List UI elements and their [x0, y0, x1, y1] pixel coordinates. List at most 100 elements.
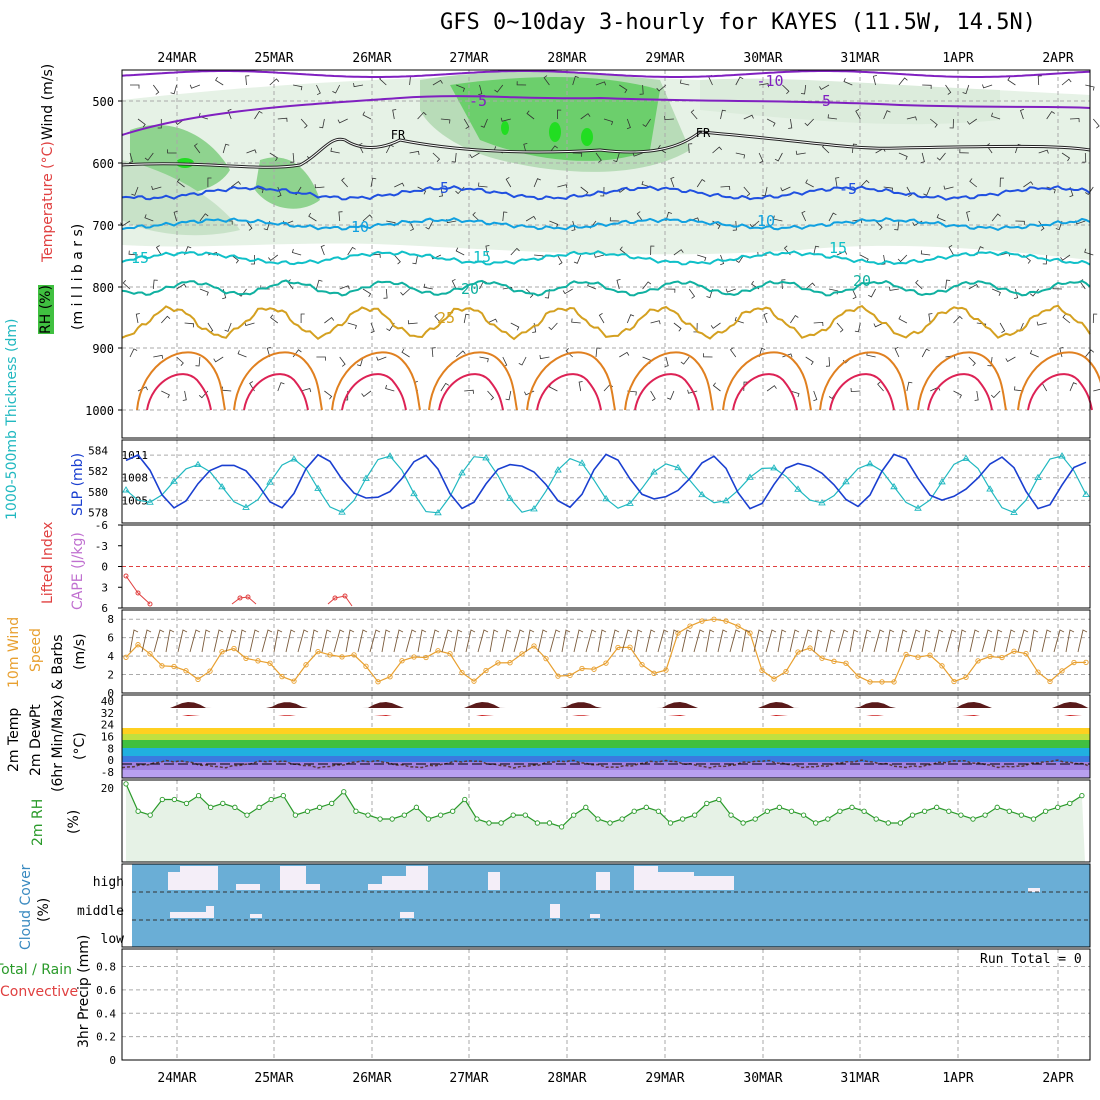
date-bottom-29MAR: 29MAR — [645, 1071, 684, 1086]
wind-point-48 — [699, 618, 705, 624]
thickness-point-2 — [146, 498, 154, 505]
rh2m-point-39 — [595, 816, 601, 822]
thickness-point-50 — [722, 496, 730, 504]
cloud-middle-label: middle — [77, 904, 124, 919]
rh2m-point-34 — [534, 820, 541, 826]
cloud-gap-1 — [180, 866, 206, 890]
contour-30-loop-5 — [624, 351, 714, 411]
thickness-point-12 — [266, 478, 274, 485]
rh2m-point-4 — [171, 796, 178, 803]
rh2m-label-2: (%) — [66, 809, 82, 834]
rh2m-point-31 — [498, 820, 504, 826]
precip-tick-0.2: 0.2 — [96, 1031, 116, 1044]
slp-frame — [121, 439, 1091, 524]
rh2m-point-0 — [123, 781, 129, 787]
wind-point-46 — [675, 630, 681, 636]
wind-point-67 — [927, 652, 933, 658]
wind-point-58 — [819, 655, 825, 661]
rh2m-point-47 — [692, 812, 698, 818]
cloud-gap-11 — [634, 866, 658, 890]
rh2m-point-25 — [425, 816, 432, 822]
li-tick-6: 6 — [101, 602, 108, 615]
wind10-label-1: 10m Wind — [6, 616, 22, 688]
thickness-point-34 — [530, 505, 538, 512]
t2m-tick-16: 16 — [101, 731, 114, 744]
rh2m-point-9 — [232, 804, 238, 810]
contour-30-loop-9 — [1017, 351, 1100, 411]
contour-35-loop-2 — [341, 373, 407, 411]
contour-30-loop-7 — [819, 351, 909, 411]
li-point-2 — [147, 601, 153, 607]
run-total: Run Total = 0 — [980, 952, 1082, 967]
wind-point-44 — [651, 670, 657, 676]
wind-tick-4: 4 — [107, 650, 114, 663]
rh2m-point-50 — [728, 812, 734, 818]
rh2m-tick-20: 20 — [101, 782, 114, 795]
cloud-gap-12 — [658, 872, 694, 890]
cloud-gap-5 — [306, 884, 320, 890]
thickness-point-46 — [674, 463, 682, 471]
rh2m-point-55 — [788, 808, 795, 814]
temp-band-8 — [122, 756, 1090, 762]
level-label-800: 800 — [92, 281, 114, 295]
wind-point-36 — [555, 673, 561, 679]
level-label-1000: 1000 — [85, 404, 114, 418]
wind-tick-0: 0 — [107, 687, 114, 700]
wind-point-20 — [363, 663, 369, 669]
wind-point-40 — [603, 660, 609, 666]
temp-band-4 — [122, 728, 1090, 734]
wind-point-57 — [807, 645, 813, 651]
rh2m-point-52 — [752, 816, 758, 822]
thickness-point-0 — [122, 486, 130, 493]
rh2m-point-13 — [280, 792, 286, 799]
rh2m-point-29 — [474, 816, 480, 822]
wind-speed-line — [125, 618, 1087, 683]
label-15-b: 15 — [473, 248, 491, 266]
thickness-point-22 — [386, 452, 394, 459]
thickness-point-4 — [170, 477, 178, 484]
li-line-2 — [231, 596, 257, 605]
rh2m-point-14 — [292, 812, 299, 818]
wind-point-16 — [315, 648, 321, 655]
precip-tick-0.4: 0.4 — [96, 1007, 116, 1020]
label-minus5-b: -5 — [813, 92, 831, 110]
wind-point-59 — [831, 658, 837, 664]
rh-frame — [121, 779, 1091, 863]
rh2m-point-19 — [353, 808, 359, 814]
t2m-label-2: 2m DewPt — [28, 704, 44, 776]
label-minus5-a: -5 — [469, 92, 487, 110]
thick-tick-582: 582 — [88, 465, 108, 478]
date-top-24MAR: 24MAR — [157, 51, 196, 66]
rh2m-point-20 — [365, 812, 371, 818]
contour-35-loop-5 — [634, 373, 700, 411]
thick-tick-580: 580 — [88, 486, 108, 499]
upper-temp-label: Temperature (°C) — [40, 141, 56, 262]
t2m-tick-24: 24 — [101, 719, 115, 732]
temp-band-6 — [122, 740, 1090, 748]
li-point-4 — [245, 594, 251, 600]
contour-minus10 — [121, 70, 1091, 78]
wind-point-79 — [1071, 659, 1077, 666]
precip-label-3: 3hr Precip (mm) — [76, 934, 92, 1048]
wind-point-78 — [1059, 668, 1065, 674]
wind-point-1 — [135, 642, 141, 648]
temp-band-1 — [122, 715, 1090, 716]
rh-high-region-3 — [255, 157, 320, 209]
rh2m-point-70 — [970, 816, 976, 822]
thickness-point-66 — [914, 504, 922, 511]
contour-35-loop-6 — [732, 373, 798, 411]
cloud-gap-9 — [488, 872, 500, 890]
wind-point-35 — [543, 655, 549, 662]
wind-point-29 — [471, 678, 477, 684]
cloud-gap-16 — [206, 906, 214, 918]
rh2m-point-8 — [220, 800, 226, 807]
date-top-2APR: 2APR — [1042, 51, 1073, 66]
cloud-gap-6 — [368, 884, 382, 890]
thickness-point-58 — [818, 499, 826, 506]
contour-30-loop-8 — [917, 351, 1007, 411]
li-frame — [121, 524, 1091, 609]
li-point-5 — [332, 595, 338, 601]
wind-point-49 — [711, 616, 717, 622]
rh2m-point-28 — [462, 796, 468, 803]
thickness-point-56 — [794, 485, 802, 492]
